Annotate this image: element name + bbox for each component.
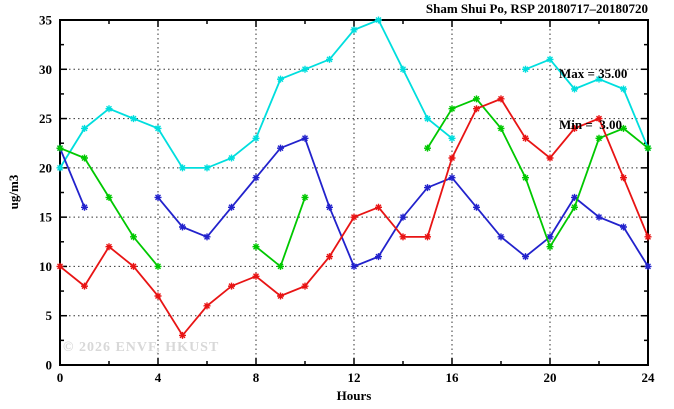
cyan-line-markers	[56, 16, 652, 172]
legend-min-label: Min = 3.00	[559, 117, 623, 132]
x-tick-label: 16	[446, 370, 460, 385]
y-tick-label: 30	[39, 62, 52, 77]
y-axis-label: ug/m3	[6, 174, 21, 210]
y-tick-label: 20	[39, 160, 52, 175]
x-tick-label: 4	[155, 370, 162, 385]
legend-max-label: Max = 35.00	[559, 66, 628, 81]
x-axis-label: Hours	[336, 388, 372, 403]
y-tick-label: 0	[46, 358, 53, 373]
y-tick-label: 35	[39, 13, 53, 28]
y-tick-label: 15	[39, 210, 53, 225]
watermark: © 2026 ENVF, HKUST	[63, 340, 220, 355]
x-tick-label: 12	[348, 370, 361, 385]
y-tick-label: 25	[39, 111, 53, 126]
legend: Max = 35.00 Min = 3.00	[559, 31, 627, 167]
green-line-markers	[56, 95, 652, 270]
x-tick-label: 20	[544, 370, 557, 385]
chart-title: Sham Shui Po, RSP 20180717–20180720	[425, 1, 648, 16]
red-line-markers	[56, 95, 652, 339]
x-tick-label: 8	[253, 370, 260, 385]
x-tick-label: 0	[57, 370, 64, 385]
y-tick-label: 5	[46, 308, 53, 323]
y-tick-label: 10	[39, 259, 52, 274]
x-tick-label: 24	[642, 370, 656, 385]
